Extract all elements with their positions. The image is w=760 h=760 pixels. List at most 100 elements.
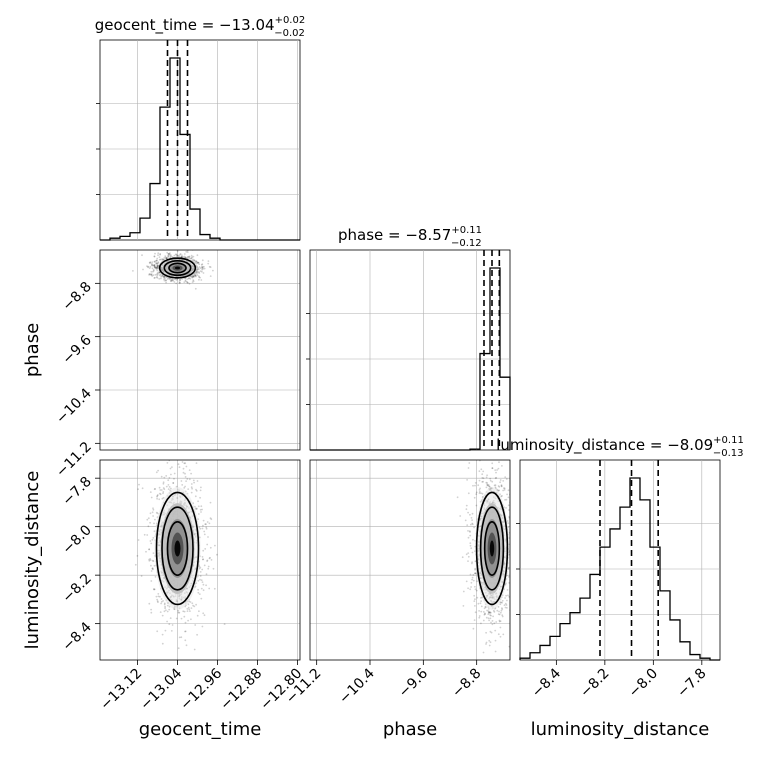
- sample-point: [476, 580, 478, 583]
- sample-point: [501, 465, 503, 467]
- sample-point: [175, 253, 177, 256]
- sample-point: [485, 481, 488, 484]
- sample-point: [190, 257, 192, 260]
- sample-point: [481, 481, 484, 483]
- sample-point: [467, 536, 470, 539]
- sample-point: [495, 621, 498, 623]
- sample-point: [155, 276, 158, 279]
- sample-point: [472, 579, 475, 582]
- sample-point: [182, 471, 185, 474]
- sample-point: [188, 255, 191, 258]
- sample-point: [157, 593, 160, 595]
- sample-point: [187, 277, 190, 280]
- sample-point: [190, 491, 193, 494]
- sample-point: [465, 504, 468, 507]
- sample-point: [198, 276, 201, 279]
- sample-point: [165, 257, 168, 260]
- sample-point: [195, 262, 198, 265]
- sample-point: [160, 242, 162, 244]
- sample-point: [151, 567, 154, 570]
- sample-point: [162, 276, 165, 278]
- sample-point: [169, 255, 172, 258]
- sample-point: [151, 267, 154, 270]
- sample-point: [166, 278, 169, 280]
- sample-point: [481, 473, 484, 476]
- sample-point: [165, 609, 167, 612]
- sample-point: [165, 279, 168, 282]
- sample-point: [167, 484, 170, 486]
- sample-point: [181, 254, 183, 256]
- sample-point: [478, 492, 481, 495]
- sample-point: [173, 254, 176, 257]
- sample-point: [159, 253, 162, 255]
- sample-point: [155, 267, 158, 269]
- contour-2: [483, 521, 501, 576]
- sample-point: [203, 265, 205, 268]
- sample-point: [186, 251, 189, 254]
- sample-point: [487, 484, 490, 487]
- sample-point: [188, 257, 191, 260]
- sample-point: [203, 533, 206, 536]
- sample-point: [199, 571, 202, 573]
- sample-point: [150, 570, 153, 572]
- sample-point: [183, 615, 186, 618]
- sample-point: [168, 623, 171, 626]
- sample-point: [162, 275, 165, 278]
- sample-point: [471, 551, 474, 554]
- sample-point: [192, 275, 195, 278]
- sample-point: [158, 271, 161, 274]
- sample-point: [505, 594, 507, 597]
- sample-point: [209, 266, 212, 268]
- sample-point: [478, 479, 481, 482]
- sample-point: [194, 456, 196, 458]
- sample-point: [158, 492, 161, 495]
- sample-point: [180, 256, 183, 258]
- sample-point: [184, 476, 187, 478]
- sample-point: [467, 560, 469, 562]
- sample-point: [462, 605, 465, 607]
- sample-point: [473, 600, 476, 602]
- sample-point: [192, 604, 195, 607]
- sample-point: [151, 538, 154, 541]
- sample-point: [503, 489, 506, 491]
- panel-frame: [99, 39, 301, 241]
- sample-point: [187, 255, 190, 258]
- sample-point: [157, 595, 160, 598]
- density-level-4: [174, 266, 181, 270]
- sample-point: [197, 267, 199, 269]
- sample-point: [196, 268, 199, 271]
- x-tick-label: −13.04: [137, 665, 185, 713]
- sample-point: [489, 630, 492, 633]
- sample-point: [178, 279, 181, 281]
- sample-point: [506, 589, 509, 591]
- sample-point: [203, 530, 206, 533]
- sample-point: [186, 278, 189, 280]
- sample-point: [149, 540, 152, 542]
- sample-point: [489, 617, 492, 620]
- sample-point: [190, 472, 193, 475]
- sample-point: [506, 493, 508, 496]
- sample-point: [171, 466, 173, 468]
- sample-point: [150, 270, 153, 273]
- sample-point: [196, 614, 199, 617]
- sample-point: [474, 572, 476, 575]
- sample-point: [194, 274, 197, 277]
- sample-point: [178, 466, 181, 469]
- sample-point: [193, 275, 196, 278]
- sample-point: [485, 641, 488, 644]
- sample-point: [520, 560, 522, 562]
- sample-point: [486, 609, 488, 612]
- sample-point: [472, 627, 475, 630]
- sample-point: [499, 481, 501, 484]
- sample-point: [486, 484, 489, 486]
- sample-point: [501, 601, 503, 604]
- sample-point: [489, 612, 492, 614]
- sample-point: [170, 280, 172, 283]
- sample-point: [478, 489, 481, 491]
- sample-point: [189, 601, 192, 603]
- sample-point: [164, 279, 167, 282]
- sample-point: [474, 567, 477, 570]
- sample-point: [188, 608, 191, 611]
